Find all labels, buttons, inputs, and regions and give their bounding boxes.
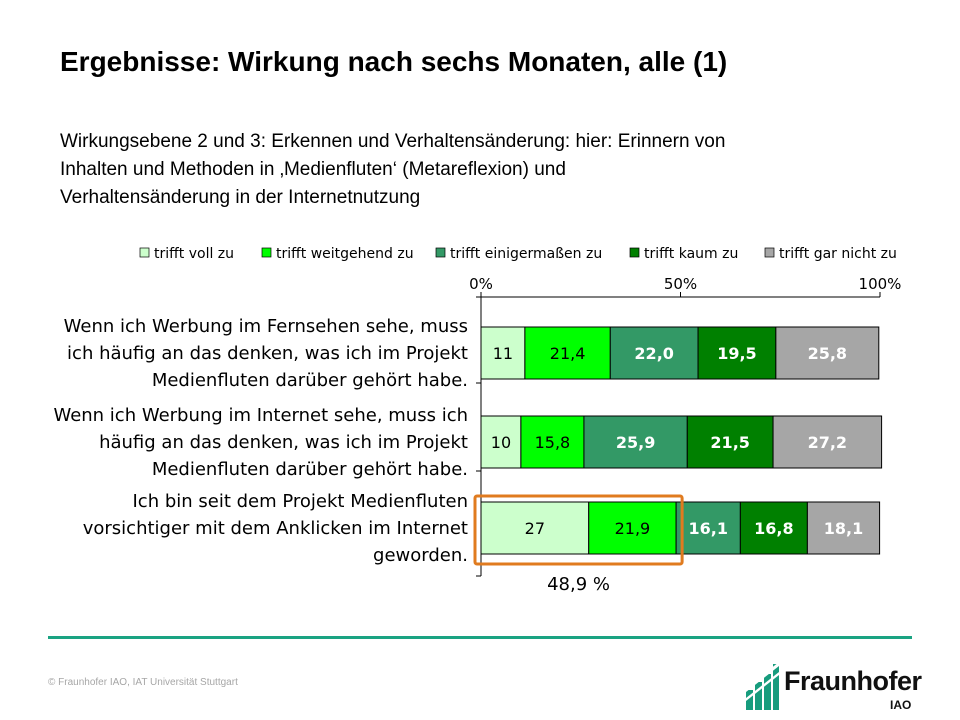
category-label: ich häufig an das denken, was ich im Pro… — [67, 343, 468, 364]
bar-segment — [520, 415, 585, 469]
data-label: 19,5 — [717, 344, 756, 363]
bar-segment — [686, 415, 774, 469]
slide-title: Ergebnisse: Wirkung nach sechs Monaten, … — [60, 46, 728, 77]
data-label: 18,1 — [824, 519, 863, 538]
fraunhofer-logo: Fraunhofer IAO — [744, 660, 924, 715]
legend-swatch — [139, 247, 150, 258]
bar-segment — [480, 326, 526, 380]
x-tick-label: 50% — [664, 275, 697, 293]
category-label: Ich bin seit dem Projekt Medienfluten — [132, 491, 468, 512]
data-label: 21,5 — [710, 433, 749, 452]
data-label: 25,8 — [808, 344, 847, 363]
data-label: 16,1 — [688, 519, 727, 538]
data-label: 16,8 — [754, 519, 793, 538]
bar-segment — [480, 501, 590, 555]
bar-segment — [524, 326, 611, 380]
category-label: Wenn ich Werbung im Fernsehen sehe, muss — [64, 316, 468, 337]
category-label: Medienfluten darüber gehört habe. — [152, 459, 468, 480]
highlight-box — [473, 494, 684, 566]
highlight-annotation: 48,9 % — [547, 574, 610, 595]
bar-segment — [583, 415, 688, 469]
x-tick-label: 100% — [859, 275, 902, 293]
data-label: 22,0 — [634, 344, 673, 363]
slide-subtitle: Wirkungsebene 2 und 3: Erkennen und Verh… — [60, 128, 910, 212]
data-label: 11 — [493, 344, 513, 363]
category-label: Medienfluten darüber gehört habe. — [152, 370, 468, 391]
data-label: 21,9 — [615, 519, 651, 538]
data-label: 21,4 — [550, 344, 586, 363]
bar-segment — [775, 326, 880, 380]
legend-swatch — [261, 247, 272, 258]
category-label: geworden. — [373, 545, 468, 566]
data-label: 27 — [525, 519, 545, 538]
logo-subtitle: IAO — [890, 698, 912, 712]
data-label: 15,8 — [535, 433, 571, 452]
category-label: Wenn ich Werbung im Internet sehe, muss … — [53, 405, 468, 426]
legend-swatch — [629, 247, 640, 258]
legend-label: trifft weitgehend zu — [276, 246, 414, 262]
legend-label: trifft kaum zu — [644, 246, 738, 262]
data-label: 25,9 — [616, 433, 655, 452]
bar-segment — [609, 326, 699, 380]
x-tick-label: 0% — [469, 275, 493, 293]
legend-label: trifft voll zu — [154, 246, 234, 262]
logo-name: Fraunhofer — [784, 666, 922, 696]
data-label: 10 — [491, 433, 511, 452]
legend-label: trifft gar nicht zu — [779, 246, 897, 262]
bar-segment — [806, 501, 881, 555]
legend-swatch — [435, 247, 446, 258]
data-label: 27,2 — [808, 433, 847, 452]
bar-segment — [772, 415, 883, 469]
subtitle-line: Verhaltensänderung in der Internetnutzun… — [60, 187, 421, 208]
category-label: häufig an das denken, was ich im Projekt — [99, 432, 468, 453]
subtitle-line: Wirkungsebene 2 und 3: Erkennen und Verh… — [60, 131, 726, 152]
fraunhofer-logo-icon — [746, 662, 779, 710]
footer-divider — [48, 636, 912, 639]
legend-swatch — [764, 247, 775, 258]
subtitle-line: Inhalten und Methoden in ‚Medienfluten‘ … — [60, 159, 566, 180]
copyright-text: © Fraunhofer IAO, IAT Universität Stuttg… — [48, 677, 238, 688]
category-label: vorsichtiger mit dem Anklicken im Intern… — [83, 518, 468, 539]
legend-label: trifft einigermaßen zu — [450, 246, 602, 262]
bar-segment — [480, 415, 522, 469]
